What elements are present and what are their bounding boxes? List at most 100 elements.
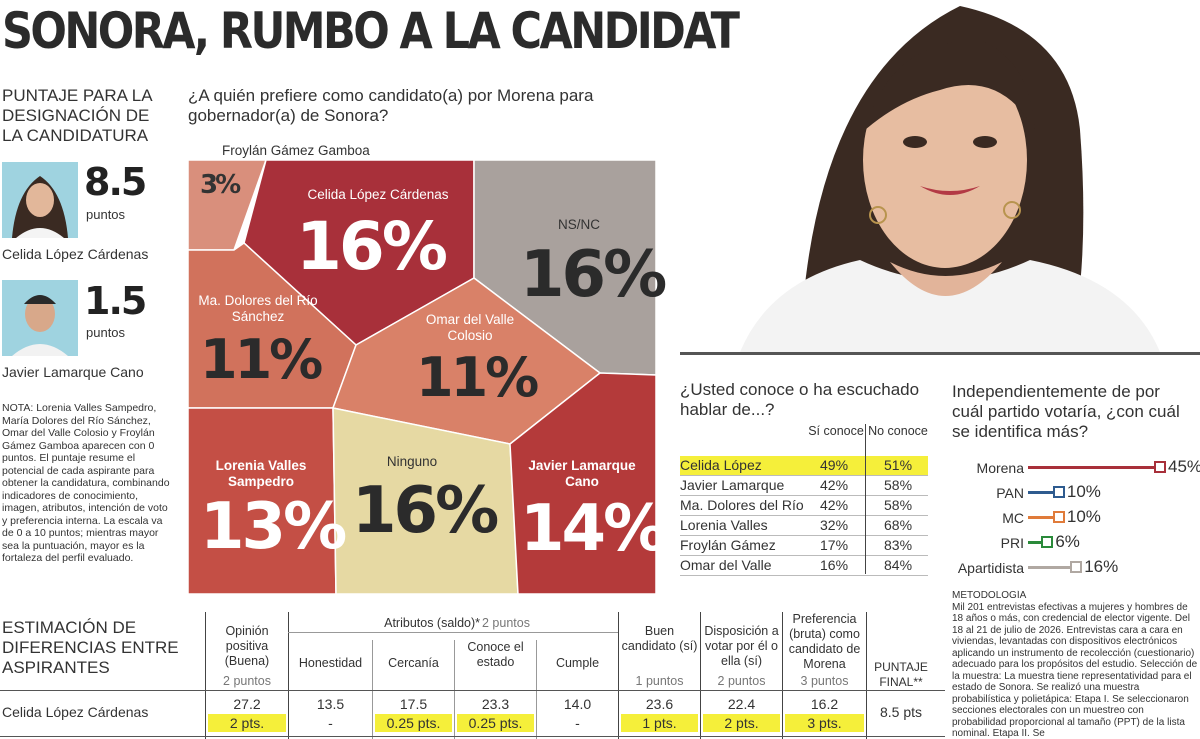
- est-value: 13.5: [316, 696, 345, 712]
- candidate-photo-javier: [2, 280, 78, 356]
- kn-divider: [865, 424, 866, 574]
- col-honestidad: Honestidad: [298, 656, 363, 670]
- label-celida: Celida López Cárdenas: [307, 187, 449, 202]
- est-value: 14.0: [563, 696, 592, 712]
- kn-si: 42%: [820, 497, 849, 513]
- est-value: 23.6: [645, 696, 674, 712]
- col-buen: Buen candidato (sí): [621, 624, 698, 653]
- party-label: Apartidista: [957, 560, 1024, 576]
- kn-name: Ma. Dolores del Río: [680, 497, 804, 513]
- score-note: NOTA: Lorenia Valles Sampedro, María Dol…: [2, 402, 170, 564]
- candidate-name-celida: Celida López Cárdenas: [2, 246, 149, 262]
- question-party: Independientemente de por cuál partido v…: [952, 382, 1180, 441]
- pct-omar: 11%: [416, 346, 539, 409]
- party-bar-cap: [1070, 561, 1083, 573]
- est-points: 3 pts.: [785, 714, 864, 732]
- pct-froylan: 3%: [200, 170, 241, 200]
- candidate-portrait: [740, 0, 1160, 352]
- col-pref: Preferencia (bruta) como candidato de Mo…: [788, 612, 861, 671]
- party-bar-cap: [1041, 536, 1054, 548]
- party-bar: [1028, 466, 1158, 469]
- col-attr-pts: 2 puntos: [482, 616, 530, 630]
- col-opinion-pts: 2 puntos: [223, 674, 271, 688]
- est-points: 1 pts.: [621, 714, 698, 732]
- score-javier: 1.5: [84, 279, 147, 323]
- col-cumple: Cumple: [555, 656, 600, 670]
- party-bar: [1028, 516, 1057, 519]
- kn-no: 58%: [884, 477, 913, 493]
- col-conoce: Conoce el estado: [467, 640, 524, 669]
- party-bar-chart: Morena 45% PAN 10% MC 10% PRI 6% Apartidista 16%: [940, 456, 1200, 586]
- kn-si: 49%: [820, 457, 849, 473]
- cell-javier: [509, 372, 656, 594]
- party-bar: [1028, 541, 1046, 544]
- kn-name: Lorenia Valles: [680, 517, 768, 533]
- estimation-table: Opinión positiva (Buena) 2 puntos Atribu…: [0, 612, 945, 739]
- kn-row: Lorenia Valles 32% 68%: [680, 516, 928, 536]
- est-points: 2 pts.: [208, 714, 286, 732]
- party-bar-cap: [1052, 486, 1065, 498]
- pct-celida: 16%: [296, 208, 448, 285]
- cell-lorenia: [188, 407, 337, 594]
- kn-name: Froylán Gámez: [680, 537, 776, 553]
- kn-no: 51%: [884, 457, 913, 473]
- party-bar: [1028, 566, 1075, 569]
- score-heading: PUNTAJE PARA LA DESIGNACIÓN DE LA CANDID…: [2, 86, 152, 145]
- kn-row: Celida López 49% 51%: [680, 456, 928, 476]
- kn-header-no: No conoce: [868, 424, 928, 438]
- kn-no: 83%: [884, 537, 913, 553]
- col-final: PUNTAJE FINAL**: [874, 660, 928, 689]
- label-lorenia: Lorenia Valles Sampedro: [215, 458, 307, 489]
- label-javier: Javier Lamarque Cano: [528, 458, 636, 489]
- score-unit-javier: puntos: [86, 325, 126, 340]
- party-bar-cap: [1154, 461, 1166, 473]
- cell-ninguno: [332, 407, 519, 594]
- party-value: 16%: [1084, 557, 1119, 576]
- kn-row: Javier Lamarque 42% 58%: [680, 476, 928, 496]
- est-value: 17.5: [399, 696, 428, 712]
- party-label: PRI: [1000, 535, 1024, 551]
- kn-no: 58%: [884, 497, 913, 513]
- label-nsnc: NS/NC: [557, 217, 600, 232]
- kn-name: Omar del Valle: [680, 557, 772, 573]
- est-points: 2 pts.: [703, 714, 780, 732]
- pct-dolores: 11%: [200, 328, 323, 391]
- estimation-heading: ESTIMACIÓN DE DIFERENCIAS ENTRE ASPIRANT…: [2, 618, 179, 677]
- est-value: 16.2: [810, 696, 839, 712]
- pct-javier: 14%: [520, 492, 667, 566]
- kn-name: Javier Lamarque: [680, 477, 785, 493]
- party-label: MC: [1002, 510, 1024, 526]
- pct-nsnc: 16%: [520, 238, 667, 312]
- party-label: Morena: [976, 460, 1024, 476]
- pct-ninguno: 16%: [352, 474, 499, 548]
- party-value: 10%: [1066, 507, 1101, 526]
- candidate-name-javier: Javier Lamarque Cano: [2, 364, 144, 380]
- est-points: 0.25 pts.: [375, 714, 452, 732]
- est-points: -: [328, 715, 333, 731]
- preference-treemap: [188, 160, 656, 594]
- est-value: 22.4: [727, 696, 756, 712]
- score-celida: 8.5: [84, 160, 147, 204]
- party-value: 45%: [1168, 457, 1200, 476]
- final-score: 8.5 pts: [879, 704, 923, 720]
- col-disp: Disposición a votar por él o ella (sí): [704, 624, 779, 668]
- label-froylan: Froylán Gámez Gamboa: [222, 143, 370, 158]
- score-unit-celida: puntos: [86, 207, 126, 222]
- label-ninguno: Ninguno: [386, 454, 438, 469]
- label-dolores: Ma. Dolores del Río Sánchez: [198, 293, 318, 324]
- question-preference: ¿A quién prefiere como candidato(a) por …: [188, 86, 594, 125]
- kn-name: Celida López: [680, 457, 762, 473]
- party-value: 10%: [1066, 482, 1101, 501]
- row-name-celida: Celida López Cárdenas: [2, 704, 149, 720]
- est-points: -: [575, 715, 580, 731]
- candidate-photo-celida: [2, 162, 78, 238]
- kn-si: 16%: [820, 557, 849, 573]
- col-opinion: Opinión positiva (Buena): [224, 624, 270, 668]
- page-title: SONORA, RUMBO A LA CANDIDATURA: [2, 2, 834, 60]
- col-disp-pts: 2 puntos: [717, 674, 766, 688]
- est-value: 27.2: [233, 696, 261, 712]
- kn-si: 42%: [820, 477, 849, 493]
- col-attr-group: Atributos (saldo)*: [384, 616, 480, 630]
- question-knowledge: ¿Usted conoce o ha escuchado hablar de..…: [680, 380, 920, 419]
- label-omar: Omar del Valle Colosio: [425, 312, 515, 343]
